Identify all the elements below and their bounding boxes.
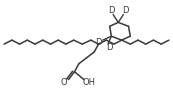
Text: O: O bbox=[61, 78, 67, 87]
Text: D: D bbox=[108, 6, 114, 15]
Text: D: D bbox=[122, 6, 128, 15]
Text: D: D bbox=[95, 38, 101, 47]
Text: D: D bbox=[106, 42, 112, 52]
Text: OH: OH bbox=[83, 78, 95, 87]
